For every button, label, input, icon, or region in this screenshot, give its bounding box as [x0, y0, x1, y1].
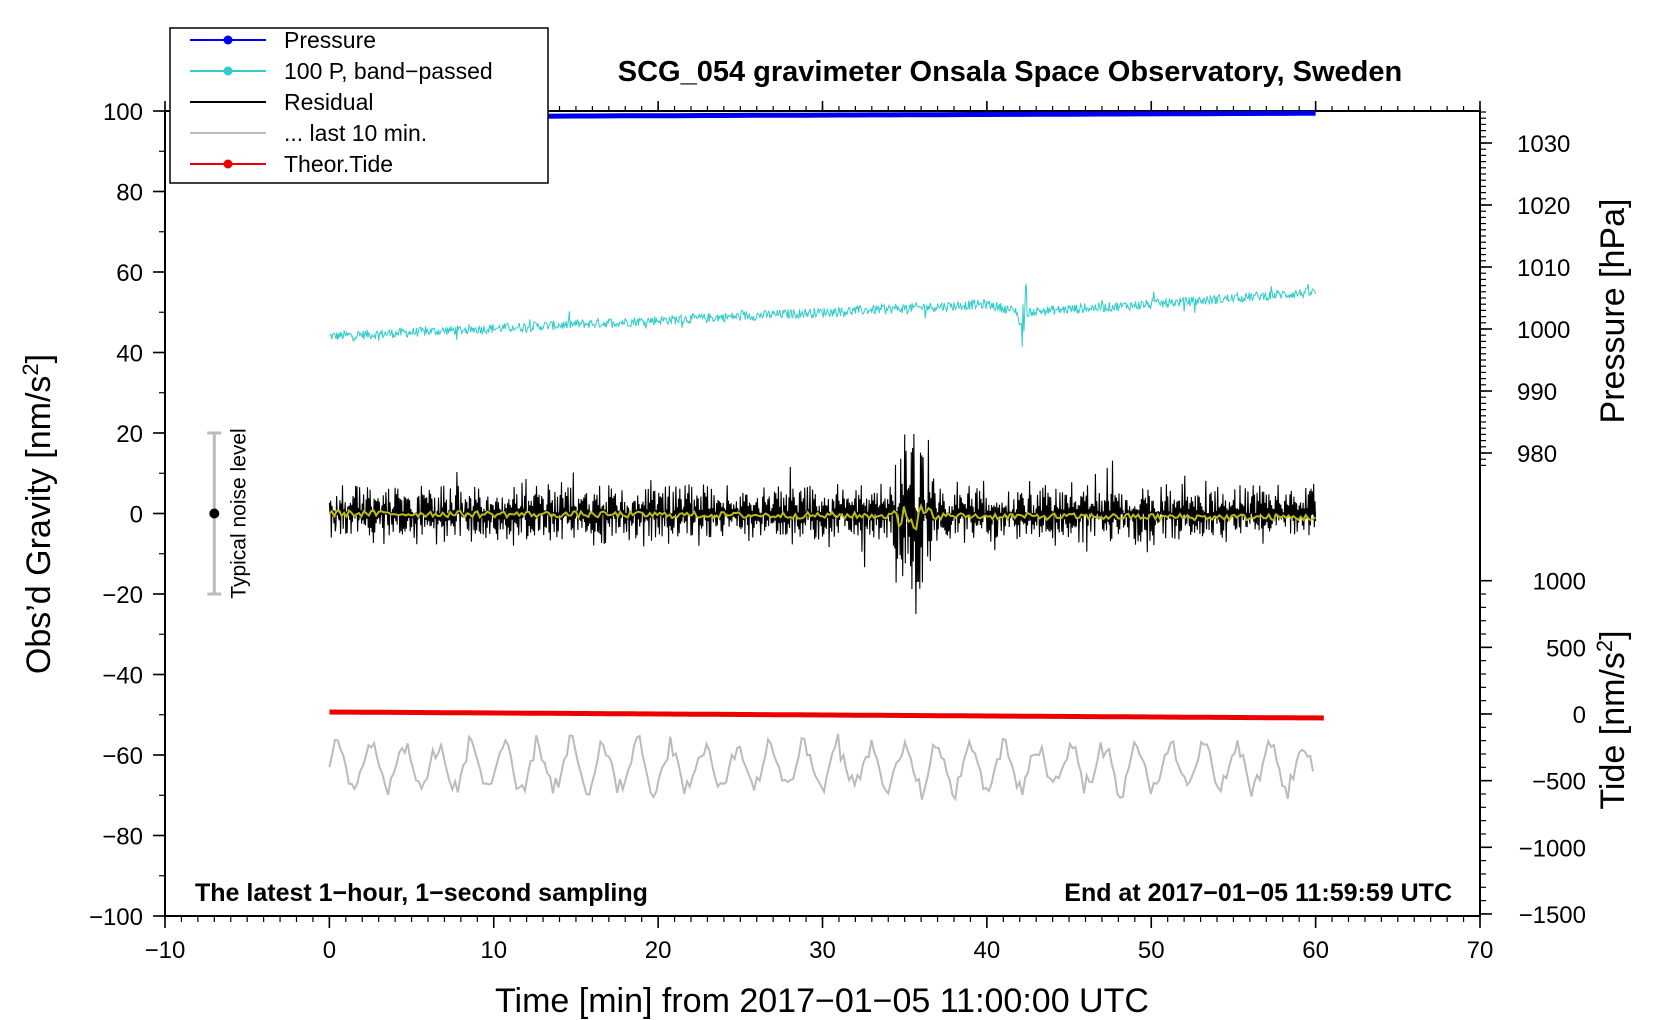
y-tick-label: 0 [130, 502, 143, 529]
y-axis-label-tide: Tide [nm/s2] [1592, 630, 1632, 809]
legend-label: Pressure [284, 27, 376, 53]
residual-smoothed-line [328, 502, 1317, 531]
x-tick-label: 50 [1138, 937, 1165, 964]
x-tick-label: 10 [480, 937, 507, 964]
y-tick-label: −20 [102, 582, 143, 609]
pressure-tick-label: 1000 [1517, 317, 1570, 344]
x-axis: −10 0 10 20 30 40 50 60 70 [145, 101, 1494, 964]
series-group [328, 110, 1324, 802]
x-axis-label: Time [min] from 2017−01−05 11:00:00 UTC [495, 982, 1149, 1020]
pressure-tick-label: 1030 [1517, 131, 1570, 158]
legend-label: 100 P, band−passed [284, 58, 493, 84]
y-tick-label: −40 [102, 663, 143, 690]
y-axis-tide: 1000 500 0 −500 −1000 −1500 [1480, 569, 1586, 929]
chart-title: SCG_054 gravimeter Onsala Space Observat… [618, 56, 1402, 88]
x-tick-label: 40 [974, 937, 1001, 964]
tide-tick-label: −500 [1532, 769, 1586, 796]
last-10-min-line [328, 733, 1314, 802]
residual-line [328, 433, 1317, 615]
y-axis-label-pressure: Pressure [hPa] [1594, 199, 1632, 424]
annotation-end-time: End at 2017−01−05 11:59:59 UTC [1064, 879, 1452, 907]
pressure-tick-label: 990 [1517, 379, 1557, 406]
x-tick-label: 30 [809, 937, 836, 964]
legend-swatch-marker [223, 35, 233, 45]
x-tick-label: −10 [145, 937, 186, 964]
x-tick-label: 0 [323, 937, 336, 964]
noise-bar-center-dot [209, 508, 220, 519]
y-axis-left: 100 80 60 40 20 0 −20 −40 −60 −80 −100 [89, 99, 165, 931]
tide-tick-label: 0 [1573, 702, 1586, 729]
tide-tick-label: 1000 [1533, 569, 1586, 596]
legend-swatch-marker [223, 159, 233, 169]
y-axis-label-left: Obs’d Gravity [nm/s2] [18, 354, 58, 674]
pressure-tick-label: 980 [1517, 441, 1557, 468]
legend-swatch-marker [223, 66, 233, 76]
y-tick-label: −60 [102, 743, 143, 770]
legend-label: Theor.Tide [284, 151, 393, 177]
y-tick-label: 20 [116, 421, 143, 448]
x-tick-label: 20 [645, 937, 672, 964]
tide-tick-label: 500 [1546, 635, 1586, 662]
tide-tick-label: −1500 [1519, 902, 1586, 929]
y-tick-label: 60 [116, 260, 143, 287]
legend-label: ... last 10 min. [284, 120, 427, 146]
x-tick-label: 60 [1302, 937, 1329, 964]
y-tick-label: −80 [102, 824, 143, 851]
y-tick-label: 40 [116, 341, 143, 368]
theor-tide-line [329, 709, 1324, 721]
legend-label: Residual [284, 89, 374, 115]
legend-box [169, 27, 549, 184]
y-tick-label: 80 [116, 180, 143, 207]
noise-bar: Typical noise level [207, 428, 250, 599]
pressure-tick-label: 1020 [1517, 193, 1570, 220]
pressure-tick-label: 1010 [1517, 255, 1570, 282]
y-axis-pressure: 1030 1020 1010 1000 990 980 [1480, 111, 1570, 468]
legend: Pressure 100 P, band−passed Residual ... la… [169, 27, 549, 184]
y-tick-label: 100 [103, 99, 143, 126]
x-tick-label: 70 [1467, 937, 1494, 964]
y-tick-label: −100 [89, 904, 143, 931]
noise-bar-label: Typical noise level [227, 428, 250, 598]
tide-tick-label: −1000 [1519, 835, 1586, 862]
100-p-band-passed-line [329, 283, 1317, 348]
annotation-sampling: The latest 1−hour, 1−second sampling [195, 879, 648, 907]
